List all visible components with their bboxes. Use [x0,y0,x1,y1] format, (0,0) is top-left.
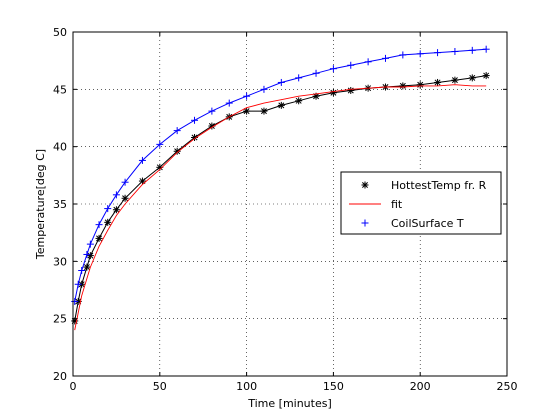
legend-swatch [361,181,369,189]
y-tick-label: 25 [53,313,67,326]
legend: HottestTemp fr. R fit CoilSurface T [340,171,502,235]
data-point-hottesttemp-fr-r [86,252,94,260]
data-point-coilsurface-t [156,140,164,148]
y-tick-label: 35 [53,198,67,211]
data-point-coilsurface-t [121,178,129,186]
data-point-coilsurface-t [347,61,355,69]
data-point-hottesttemp-fr-r [434,78,442,86]
y-axis-title: Temperature[deg C] [34,149,47,260]
legend-label: CoilSurface T [391,217,464,230]
data-point-hottesttemp-fr-r [104,218,112,226]
data-point-coilsurface-t [86,240,94,248]
data-point-coilsurface-t [173,127,181,135]
x-tick-label: 0 [70,380,77,393]
series-fit [74,84,487,331]
data-point-hottesttemp-fr-r [121,194,129,202]
x-axis-title: Time [minutes] [247,397,332,410]
series-line-fit [74,84,487,331]
legend-entry-fit: fit [349,198,403,211]
data-point-coilsurface-t [312,69,320,77]
data-point-hottesttemp-fr-r [138,177,146,185]
data-point-hottesttemp-fr-r [173,147,181,155]
grid [73,32,507,376]
x-tick-label: 200 [410,380,431,393]
data-point-coilsurface-t [468,46,476,54]
data-point-coilsurface-t [416,50,424,58]
y-tick-label: 40 [53,141,67,154]
data-point-coilsurface-t [434,49,442,57]
data-point-coilsurface-t [482,45,490,53]
x-tick-label: 150 [323,380,344,393]
data-point-hottesttemp-fr-r [329,89,337,97]
data-point-hottesttemp-fr-r [112,206,120,214]
y-tick-label: 30 [53,255,67,268]
series-coilsurface-t [71,45,490,305]
legend-label: HottestTemp fr. R [391,179,487,192]
y-tick-label: 45 [53,83,67,96]
data-point-hottesttemp-fr-r [95,234,103,242]
data-point-coilsurface-t [381,54,389,62]
legend-entry-coilsurface-t: CoilSurface T [361,217,464,230]
data-point-hottesttemp-fr-r [482,72,490,80]
data-point-coilsurface-t [74,280,82,288]
data-point-hottesttemp-fr-r [243,107,251,115]
legend-label: fit [391,198,403,211]
series-layer [71,45,490,331]
data-point-hottesttemp-fr-r [295,97,303,105]
legend-entry-hottesttemp-fr-r: HottestTemp fr. R [361,179,487,192]
data-point-hottesttemp-fr-r [416,81,424,89]
data-point-coilsurface-t [191,116,199,124]
x-tick-label: 100 [236,380,257,393]
data-point-coilsurface-t [260,85,268,93]
data-point-coilsurface-t [112,191,120,199]
data-point-hottesttemp-fr-r [83,263,91,271]
data-point-coilsurface-t [138,156,146,164]
data-point-coilsurface-t [295,74,303,82]
data-point-coilsurface-t [225,99,233,107]
data-point-hottesttemp-fr-r [347,86,355,94]
y-tick-label: 50 [53,26,67,39]
data-point-coilsurface-t [451,47,459,55]
ticks: 0 50 100 150 200 250 20 25 30 35 40 45 50 [53,26,518,393]
x-tick-label: 50 [153,380,167,393]
data-point-coilsurface-t [104,205,112,213]
x-tick-label: 250 [497,380,518,393]
data-point-coilsurface-t [95,221,103,229]
y-tick-label: 20 [53,370,67,383]
data-point-hottesttemp-fr-r [277,101,285,109]
data-point-hottesttemp-fr-r [260,107,268,115]
data-point-hottesttemp-fr-r [468,74,476,82]
data-point-coilsurface-t [277,78,285,86]
data-point-coilsurface-t [329,65,337,73]
legend-swatch [361,219,369,227]
data-point-coilsurface-t [364,58,372,66]
data-point-hottesttemp-fr-r [451,76,459,84]
data-point-coilsurface-t [399,51,407,59]
data-point-coilsurface-t [71,297,79,305]
data-point-coilsurface-t [78,267,86,275]
data-point-hottesttemp-fr-r [399,82,407,90]
data-point-coilsurface-t [208,107,216,115]
data-point-coilsurface-t [243,92,251,100]
legend-box [340,171,502,235]
data-point-coilsurface-t [83,250,91,258]
